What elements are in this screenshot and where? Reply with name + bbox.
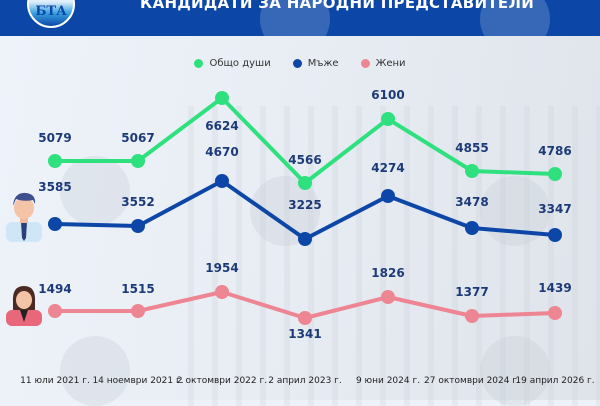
data-label: 1826 [371, 266, 404, 280]
data-label: 3225 [288, 198, 321, 212]
data-point [465, 164, 479, 178]
legend-label: Жени [375, 58, 406, 69]
data-point [48, 304, 62, 318]
watermark-logo [480, 336, 550, 406]
chart-legend: Общо души Мъже Жени [0, 58, 600, 69]
data-label: 4274 [371, 161, 404, 175]
watermark-logo [60, 336, 130, 406]
data-label: 3478 [455, 195, 488, 209]
data-point [465, 221, 479, 235]
data-label: 4855 [455, 141, 488, 155]
data-point [298, 232, 312, 246]
data-point [131, 219, 145, 233]
data-point [48, 154, 62, 168]
woman-icon [6, 286, 42, 326]
data-point [381, 189, 395, 203]
legend-label: Мъже [307, 58, 339, 69]
x-axis-label: 11 юли 2021 г. [20, 376, 90, 386]
data-label: 6624 [205, 119, 238, 133]
data-label: 1515 [121, 282, 154, 296]
data-point [131, 154, 145, 168]
data-label: 4670 [205, 145, 238, 159]
data-label: 4786 [538, 144, 571, 158]
data-label: 5067 [121, 131, 154, 145]
man-icon [6, 192, 42, 242]
data-point [548, 306, 562, 320]
data-point [215, 174, 229, 188]
data-point [215, 285, 229, 299]
data-point [298, 176, 312, 190]
data-label: 1439 [538, 281, 571, 295]
legend-dot-icon [292, 59, 302, 68]
data-label: 4566 [288, 153, 321, 167]
legend-item: Общо души [194, 58, 271, 69]
watermark-logo [60, 156, 130, 226]
legend-item: Мъже [292, 58, 339, 69]
building-backdrop [170, 106, 600, 406]
data-point [465, 309, 479, 323]
page-title: КАНДИДАТИ ЗА НАРОДНИ ПРЕДСТАВИТЕЛИ [140, 0, 535, 12]
legend-dot-icon [360, 59, 370, 68]
data-point [215, 91, 229, 105]
header-banner: КАНДИДАТИ ЗА НАРОДНИ ПРЕДСТАВИТЕЛИ [0, 0, 600, 36]
data-label: 3347 [538, 202, 571, 216]
x-axis-label: 9 юни 2024 г. [355, 376, 421, 386]
data-point [381, 112, 395, 126]
data-label: 3552 [121, 195, 154, 209]
x-axis-label: 19 април 2026 г. [515, 376, 595, 386]
data-label: 1954 [205, 261, 238, 275]
legend-item: Жени [360, 58, 406, 69]
data-label: 6100 [371, 88, 404, 102]
data-point [548, 167, 562, 181]
data-label: 3585 [38, 180, 71, 194]
x-axis-label: 2 октомври 2022 г. [176, 376, 268, 386]
legend-label: Общо души [209, 58, 271, 69]
watermark-logo [480, 0, 550, 36]
watermark-logo [260, 0, 330, 36]
data-label: 1377 [455, 285, 488, 299]
data-point [48, 217, 62, 231]
data-point [548, 228, 562, 242]
x-axis-label: 2 април 2023 г. [268, 376, 342, 386]
data-label: 5079 [38, 131, 71, 145]
x-axis-label: 27 октомври 2024 г. [424, 376, 520, 386]
data-point [298, 311, 312, 325]
data-point [131, 304, 145, 318]
legend-dot-icon [194, 59, 204, 68]
data-point [381, 290, 395, 304]
x-axis-label: 14 ноември 2021 г. [92, 376, 184, 386]
data-label: 1341 [288, 327, 321, 341]
data-label: 1494 [38, 282, 71, 296]
